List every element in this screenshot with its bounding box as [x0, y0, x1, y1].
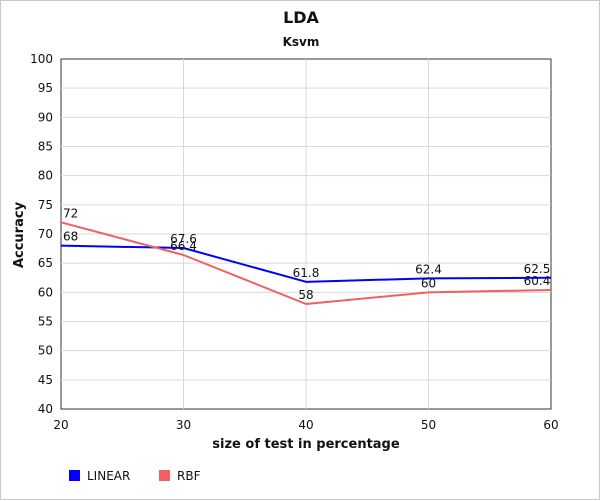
- data-label: 61.8: [293, 266, 320, 280]
- data-label: 60.4: [524, 274, 551, 288]
- y-axis-ticks: 40 45 50 55 60 65 70 75 80 85 90 95 100: [30, 52, 53, 416]
- y-axis-title: Accuracy: [12, 201, 27, 268]
- series-group: [60, 221, 552, 305]
- gridlines: [61, 59, 551, 409]
- chart-subtitle: Ksvm: [283, 35, 320, 49]
- x-tick-label: 60: [543, 418, 558, 432]
- y-tick-label: 70: [38, 227, 53, 241]
- x-axis-title: size of test in percentage: [212, 437, 400, 452]
- x-tick-label: 40: [298, 418, 313, 432]
- y-tick-label: 55: [38, 315, 53, 329]
- chart-title: LDA: [283, 8, 319, 27]
- data-label: 72: [63, 206, 78, 220]
- data-label: 58: [298, 288, 313, 302]
- x-tick-label: 20: [53, 418, 68, 432]
- y-tick-label: 65: [38, 256, 53, 270]
- legend: LINEAR RBF: [69, 469, 201, 483]
- series-line-linear: [60, 244, 552, 283]
- y-tick-label: 50: [38, 344, 53, 358]
- y-tick-label: 60: [38, 285, 53, 299]
- y-tick-label: 80: [38, 169, 53, 183]
- y-tick-label: 100: [30, 52, 53, 66]
- legend-swatch: [69, 470, 80, 481]
- y-tick-label: 75: [38, 198, 53, 212]
- data-label: 62.5: [524, 262, 551, 276]
- y-tick-label: 85: [38, 140, 53, 154]
- data-label: 60: [421, 276, 436, 290]
- data-label: 68: [63, 230, 78, 244]
- legend-item: RBF: [177, 469, 201, 483]
- data-label: 66.4: [170, 239, 197, 253]
- data-labels: 68 67.6 61.8 62.4 62.5 72 66.4 58 60 60.4: [63, 206, 550, 302]
- series-line-rbf: [60, 221, 552, 305]
- y-tick-label: 95: [38, 81, 53, 95]
- y-tick-label: 45: [38, 373, 53, 387]
- y-tick-label: 90: [38, 110, 53, 124]
- y-tick-label: 40: [38, 402, 53, 416]
- data-label: 62.4: [415, 262, 442, 276]
- data-label: 67.6: [170, 232, 197, 246]
- x-axis-ticks: 20 30 40 50 60: [53, 418, 558, 432]
- legend-swatch: [159, 470, 170, 481]
- x-tick-label: 30: [176, 418, 191, 432]
- x-tick-label: 50: [421, 418, 436, 432]
- legend-item: LINEAR: [87, 469, 130, 483]
